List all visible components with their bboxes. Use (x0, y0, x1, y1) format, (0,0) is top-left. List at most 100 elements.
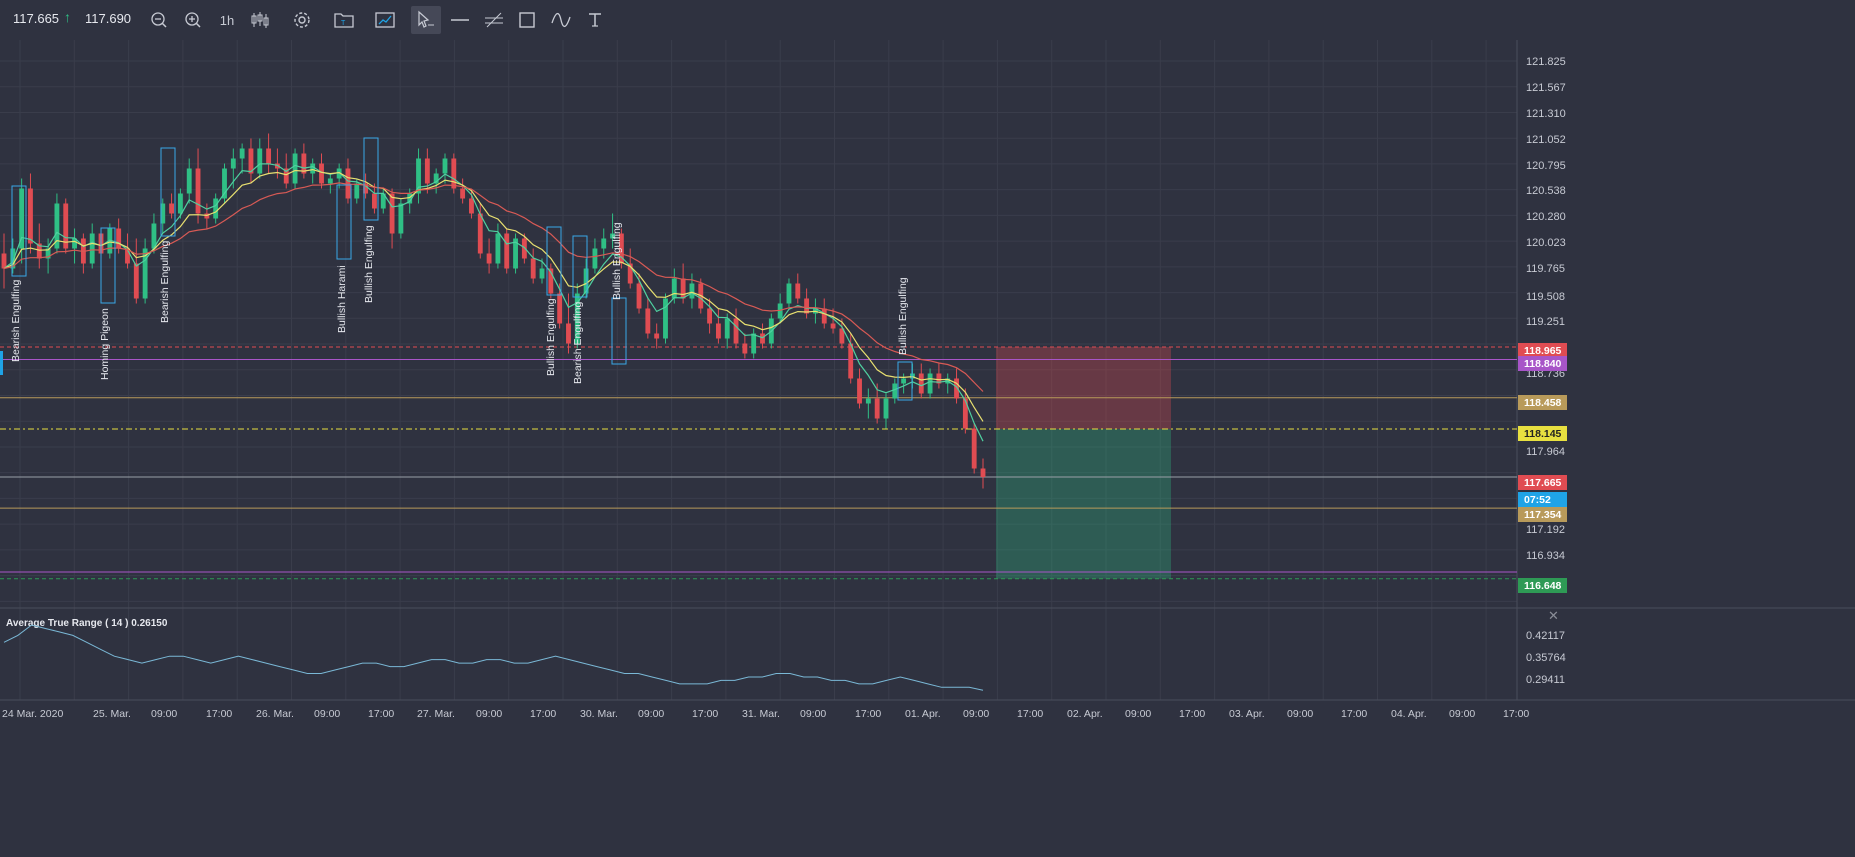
time-axis-label: 17:00 (368, 708, 394, 720)
pattern-label: Homing Pigeon (99, 308, 111, 380)
candle-body (363, 183, 369, 194)
price-tag: 118.965 (1518, 343, 1567, 358)
close-icon[interactable]: ✕ (1548, 608, 1559, 623)
candle-body (689, 283, 695, 299)
pattern-box (572, 235, 588, 298)
candle-body (539, 268, 545, 279)
candle-body (618, 233, 624, 264)
time-axis-label: 27. Mar. (417, 708, 455, 720)
candle-body (751, 333, 757, 354)
pattern-label: Bullish Engulfing (363, 225, 375, 303)
candle-body (283, 168, 289, 184)
chart-image-icon[interactable] (370, 6, 400, 34)
horizontal-line-icon[interactable] (445, 6, 475, 34)
candle-body (777, 303, 783, 319)
candle-body (830, 323, 836, 329)
candle-body (654, 333, 660, 339)
ema-fast-line (3, 163, 984, 442)
pattern-box (11, 185, 27, 277)
rectangle-icon[interactable] (512, 6, 542, 34)
candle-body (601, 238, 607, 249)
text-icon[interactable] (580, 6, 610, 34)
price-tick-label: 120.023 (1526, 237, 1566, 249)
candle-body (848, 343, 854, 379)
price-tag-label: 118.145 (1524, 428, 1562, 440)
candle-body (186, 168, 192, 194)
candle-body (222, 168, 227, 199)
candle-body (548, 268, 554, 294)
candle-body (627, 263, 633, 284)
candle-body (10, 248, 16, 269)
candle-body (760, 333, 765, 344)
time-axis-label: 04. Apr. (1391, 708, 1427, 720)
parallel-channel-icon[interactable] (479, 6, 509, 34)
time-axis-label: 31. Mar. (742, 708, 780, 720)
candle-body (19, 188, 25, 249)
pattern-label: Bullish Engulfing (545, 298, 557, 376)
time-axis-label: 02. Apr. (1067, 708, 1103, 720)
pattern-box (336, 184, 352, 260)
candle-body (248, 148, 254, 174)
bid-price: 117.665 (13, 11, 60, 26)
candles-icon[interactable] (245, 6, 275, 34)
pattern-label: Bearish Engulfing (159, 241, 171, 323)
candle-body (962, 398, 968, 429)
price-tag-bg (1518, 507, 1567, 522)
gear-icon[interactable] (287, 6, 317, 34)
grid-lines (0, 40, 1517, 700)
price-tag-bg (1518, 395, 1567, 410)
candle-body (424, 158, 430, 184)
candle-body (495, 233, 501, 264)
price-tag-bg (1518, 492, 1567, 507)
zoom-in-icon[interactable] (178, 6, 208, 34)
price-tag-bg (1518, 343, 1567, 358)
candle-body (936, 373, 942, 384)
candle-body (301, 153, 307, 174)
indicator-tick-label: 0.42117 (1526, 630, 1565, 642)
candle-body (477, 213, 483, 254)
time-axis-label: 09:00 (314, 708, 340, 720)
folder-icon[interactable]: T (329, 6, 359, 34)
zoom-out-icon[interactable] (144, 6, 174, 34)
candle-body (671, 278, 677, 299)
candle-body (133, 263, 139, 299)
candle-body (715, 323, 721, 339)
time-axis-label: 17:00 (855, 708, 881, 720)
candle-body (927, 373, 933, 394)
candle-body (204, 213, 210, 219)
timeframe-button[interactable]: 1h (219, 12, 235, 28)
price-tick-label: 119.251 (1526, 316, 1565, 328)
cursor-icon[interactable] (411, 6, 441, 34)
price-tick-label: 121.052 (1526, 134, 1566, 146)
time-axis-label: 17:00 (206, 708, 232, 720)
candle-body (804, 298, 810, 314)
candle-body (354, 183, 360, 199)
candle-body (557, 293, 563, 324)
candle-body (398, 203, 404, 234)
candles (1, 133, 986, 489)
price-tag: 118.145 (1518, 426, 1567, 441)
price-tick-label: 117.964 (1526, 446, 1565, 458)
price-tag-label: 07:52 (1524, 494, 1551, 506)
wave-icon[interactable] (546, 6, 576, 34)
time-axis-label: 09:00 (963, 708, 989, 720)
time-axis-label: 09:00 (476, 708, 502, 720)
pattern-box (363, 137, 379, 221)
candle-body (530, 258, 536, 279)
candle-body (177, 193, 183, 214)
price-tick-label: 116.934 (1526, 550, 1565, 562)
time-axis-label: 17:00 (1017, 708, 1043, 720)
candle-body (636, 283, 642, 309)
pattern-label: Bullish Engulfing (611, 222, 623, 300)
price-tick-label: 120.280 (1526, 211, 1566, 223)
price-tag: 117.354 (1518, 507, 1567, 522)
candle-body (213, 198, 219, 219)
time-axis-label: 17:00 (1179, 708, 1205, 720)
time-axis-label: 01. Apr. (905, 708, 941, 720)
price-tag: 116.648 (1518, 578, 1567, 593)
candle-body (504, 233, 510, 269)
arrow-up-icon: ↑ (64, 9, 71, 25)
candle-body (125, 248, 130, 264)
candle-body (724, 318, 730, 339)
